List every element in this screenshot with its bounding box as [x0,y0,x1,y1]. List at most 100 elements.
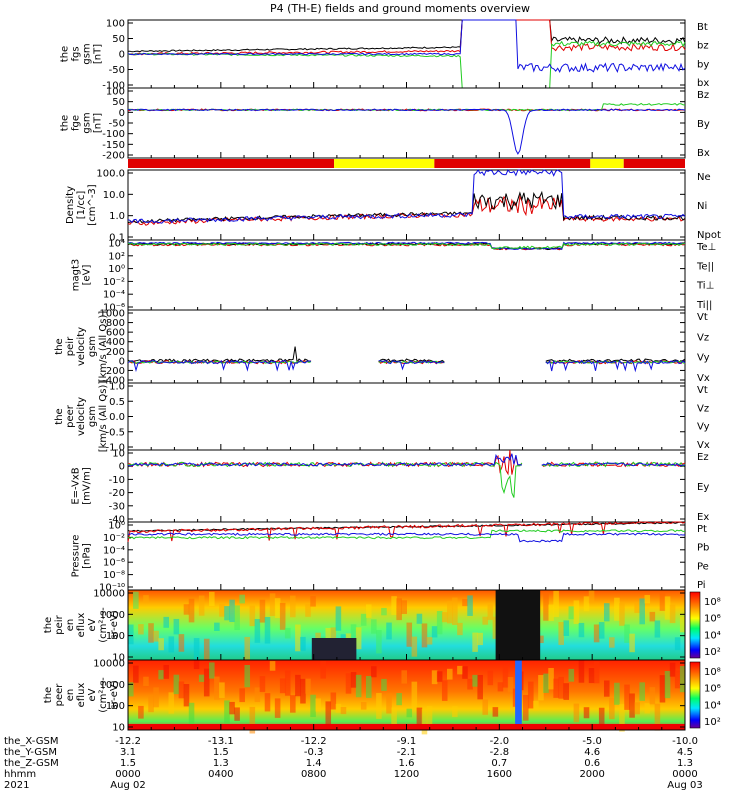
spectrogram-cell [669,662,676,677]
legend-Pi: Pi [697,580,706,591]
x-tick-label: -2.0 [490,736,510,747]
y-tick-label: 100 [106,701,125,712]
spectrogram-cell [274,698,281,718]
spectrogram-cell [467,595,473,616]
colorbar-tick-label: 10⁸ [704,667,721,678]
y-tick-label: 10 [112,723,125,734]
legend-Pe: Pe [697,561,709,572]
y-tick-label: -20 [109,488,125,499]
series-Npot [127,169,686,224]
spectrogram-cell [128,624,134,645]
spectrogram-cell [264,693,271,712]
spectrogram-cell [593,624,600,643]
y-tick-label: 10⁻⁶ [103,303,125,314]
spectrogram-cell [335,703,342,713]
x-row-label: the_Z-GSM [4,758,59,769]
y-tick-label: -30 [109,501,125,512]
figure-title: P4 (TH-E) fields and ground moments over… [270,2,530,15]
spectrogram-cell [563,620,570,636]
spectrogram-cell [619,603,625,626]
spectrogram-cell [603,603,610,622]
y-tick-label: -400 [102,376,125,387]
y-tick-label: 100 [106,19,125,30]
spectrogram-cell [467,678,473,690]
spectrogram-cell [674,670,681,689]
x-tick-label: 1200 [394,769,419,780]
spectrogram-cell [234,707,240,721]
spectrogram-cell [492,616,499,639]
spectrogram-cell [143,595,149,604]
legend-Vy: Vy [697,422,710,433]
spectrogram-cell [310,596,316,607]
x-tick-label: 0000 [672,769,697,780]
x-tick-label: 0.7 [491,758,507,769]
spectrogram-cell [553,678,559,698]
spectrogram-cell [269,593,276,616]
spectrogram-cell [664,596,671,620]
spectrogram-cell [173,674,180,695]
spectrogram-cell [447,668,453,680]
spectrogram-cell [214,622,220,631]
spectrogram-cell [644,703,651,714]
spectrogram-cell [284,670,291,696]
spectrogram-cell [178,634,185,652]
spectrogram-cell [320,661,326,679]
spectrogram-cell [219,604,225,617]
spectrogram-cell [249,706,256,734]
spectrogram-cell [573,703,580,723]
y-tick-label: 10 [112,653,125,664]
spectrogram-cell [401,600,407,614]
x-tick-label: 1.5 [213,747,229,758]
x-tick-label: 1600 [487,769,512,780]
y-tick-label: 10000 [93,589,125,600]
spectrogram-cell [568,668,575,682]
spectrogram-cell [436,671,443,682]
colorbar-tick-label: 10² [704,717,721,728]
spectrogram-cell [614,682,620,705]
panel-p9: 10⁸ 10⁶ 10⁴ 10² 10000 1000 100 10 thepeireneflux… [43,589,721,664]
spectrogram-cell [396,598,402,621]
y-tick-label: -150 [102,140,125,151]
y-tick-label: -0.5 [105,427,125,438]
spectrogram-cell [234,605,240,631]
panel-frame [127,382,686,451]
legend-bz: bz [697,41,709,52]
series-Ne [127,194,686,226]
y-tick-label: 10⁻² [103,277,125,288]
spectrogram-cell [249,605,256,627]
spectrogram-cell [624,684,630,710]
y-tick-label: 10⁰ [108,521,125,532]
y-tick-label: 10 [112,449,125,460]
spectrogram-cell [178,681,185,699]
y-tick-label: 100 [106,87,125,98]
spectrogram-cell [163,616,170,628]
x-tick-label: 2000 [579,769,604,780]
y-tick-label: 10⁻⁶ [103,558,125,569]
legend-Ey: Ey [697,482,709,493]
spectrogram-cell [679,616,686,633]
spectrogram-cell [396,693,402,706]
spectrogram-cell [406,622,413,647]
colorbar-tick-label: 10⁸ [704,597,721,608]
spectrogram-cell [426,705,433,728]
spectrogram-cell [259,599,266,623]
spectrogram-cell [224,700,230,724]
spectrogram-cell [421,623,428,648]
spectrogram-cell [573,600,580,624]
spectrogram-cell [654,703,661,731]
spectrogram-cell [472,632,478,652]
spectrogram-cell [588,668,595,684]
spectrogram-cell [416,613,423,624]
spectrogram-cell [482,699,489,715]
spectrogram-cell [300,636,306,651]
spectrogram-cell [315,698,321,712]
legend-Ez: Ez [697,452,709,463]
spectrogram-cell [153,687,159,708]
x-tick-label: 3.1 [120,747,136,758]
y-tick-label: 200 [106,347,125,358]
spectrogram-cell [492,707,499,717]
legend-Ti⊥: Ti⊥ [696,281,714,292]
